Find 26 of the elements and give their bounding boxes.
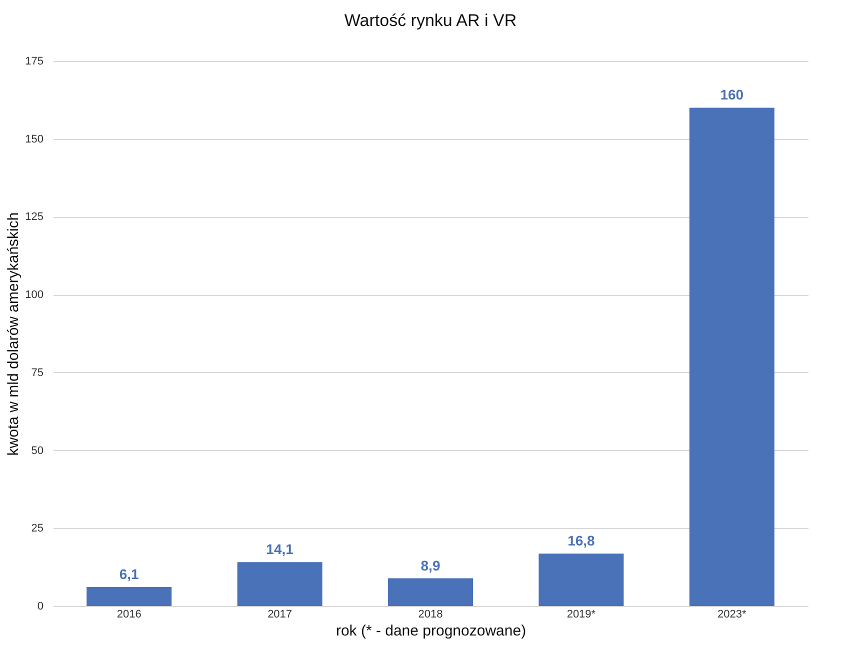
y-tick-label: 125 xyxy=(25,211,44,224)
chart-title: Wartość rynku AR i VR xyxy=(344,11,517,30)
y-tick-label: 150 xyxy=(25,133,44,146)
x-tick-label: 2016 xyxy=(116,608,142,620)
y-tick-label: 175 xyxy=(25,56,44,68)
data-label: 16,8 xyxy=(568,532,596,549)
data-label: 8,9 xyxy=(420,557,440,574)
bar xyxy=(86,587,172,606)
bar xyxy=(237,562,322,606)
bar xyxy=(689,108,774,606)
x-tick-label: 2017 xyxy=(268,608,292,620)
y-tick-label: 100 xyxy=(25,289,44,302)
bar xyxy=(388,578,473,606)
data-label: 160 xyxy=(720,86,744,103)
x-tick-label: 2019* xyxy=(566,608,596,620)
y-tick-label: 25 xyxy=(31,522,44,535)
y-axis-title: kwota w mld dolarów amerykańskich xyxy=(5,212,22,456)
data-label: 14,1 xyxy=(266,541,294,558)
data-label: 6,1 xyxy=(119,566,140,582)
x-axis-title: rok (* - dane prognozowane) xyxy=(336,622,526,640)
y-tick-label: 50 xyxy=(31,444,44,457)
x-tick-label: 2023* xyxy=(718,608,747,620)
x-tick-label: 2018 xyxy=(418,608,443,620)
y-tick-label: 0 xyxy=(37,600,44,612)
y-tick-label: 75 xyxy=(31,366,44,379)
bar xyxy=(538,554,624,606)
